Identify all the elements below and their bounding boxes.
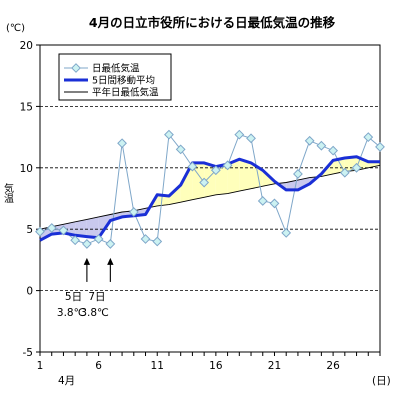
daily-min-marker [316, 140, 327, 151]
daily-min-marker [199, 177, 210, 188]
fill-above-normal [333, 157, 345, 174]
daily-min-marker [93, 234, 104, 244]
fill-above-normal [180, 162, 193, 203]
daily-min-marker [210, 165, 221, 176]
fill-above-normal [168, 184, 181, 205]
daily-min-marker [35, 226, 45, 237]
fill-above-normal [192, 162, 205, 200]
daily-min-marker [328, 145, 339, 156]
daily-min-marker [152, 236, 163, 247]
grid-lines [40, 106, 380, 292]
month-label: 4月 [58, 375, 75, 387]
y-axis-label: 気温 [2, 182, 14, 203]
daily-min-marker [81, 239, 92, 249]
plot-frame [39, 44, 381, 353]
legend-normal-label: 平年日最低気温 [92, 87, 159, 99]
x-tick-label: 21 [268, 360, 281, 372]
daily-min-marker [339, 167, 350, 178]
daily-min-marker [293, 169, 303, 179]
annotation-day-label: 7日 [88, 291, 105, 303]
x-tick-label: 6 [95, 360, 102, 372]
legend-daily-marker [71, 63, 81, 73]
y-tick-label: -5 [23, 347, 33, 359]
axes [36, 44, 381, 356]
legend-daily-label: 日最低気温 [92, 63, 140, 75]
y-unit-label: (℃) [6, 23, 25, 34]
fill-above-normal [157, 194, 169, 206]
series-markers [35, 129, 385, 249]
x-tick-labels: 1 6 11 16 21 26 [37, 360, 340, 372]
daily-min-marker [128, 207, 139, 217]
x-axis-label: (日) [372, 375, 391, 387]
x-tick-label: 1 [37, 360, 44, 372]
daily-min-marker [269, 198, 280, 209]
daily-min-marker [234, 129, 245, 140]
daily-min-marker [304, 135, 315, 146]
annotation-value-label: 3.8℃ [57, 307, 86, 319]
daily-min-marker [351, 162, 362, 173]
fill-above-normal [239, 159, 252, 192]
daily-min-marker [175, 144, 186, 155]
y-tick-label: 20 [20, 40, 33, 52]
legend-moving-average-label: 5日間移動平均 [92, 75, 155, 87]
chart-title: 4月の日立市役所における日最低気温の推移 [89, 15, 336, 30]
deviation-fills [40, 156, 380, 241]
fill-below-normal [86, 216, 99, 238]
daily-min-marker [140, 234, 151, 244]
y-tick-labels: -5 0 5 10 15 20 [20, 40, 33, 359]
y-tick-label: 0 [26, 286, 33, 298]
y-tick-label: 5 [26, 224, 33, 236]
annotation-day-label: 5日 [65, 291, 82, 303]
x-tick-label: 11 [151, 360, 164, 372]
daily-min-marker [363, 132, 374, 143]
annotation-value-label: 3.8℃ [80, 307, 109, 319]
x-tick-label: 16 [209, 360, 223, 372]
x-tick-label: 26 [326, 360, 340, 372]
daily-min-marker [187, 161, 198, 172]
daily-min-marker [375, 142, 385, 152]
daily-min-marker [105, 239, 116, 249]
daily-min-marker [164, 129, 174, 140]
daily-min-marker [257, 196, 268, 206]
daily-min-marker [117, 138, 127, 149]
fill-below-normal [75, 219, 87, 237]
daily-min-marker [246, 133, 256, 144]
daily-min-marker [281, 227, 292, 238]
y-tick-label: 10 [20, 163, 33, 175]
annotation-arrowhead [83, 257, 91, 265]
annotation-arrowhead [107, 257, 114, 265]
daily-min-marker [70, 235, 81, 246]
y-tick-label: 15 [20, 101, 33, 113]
daily-min-marker [222, 160, 233, 171]
daily-min-marker [58, 225, 69, 236]
series-normal-line [39, 164, 381, 230]
daily-min-marker [46, 223, 57, 233]
